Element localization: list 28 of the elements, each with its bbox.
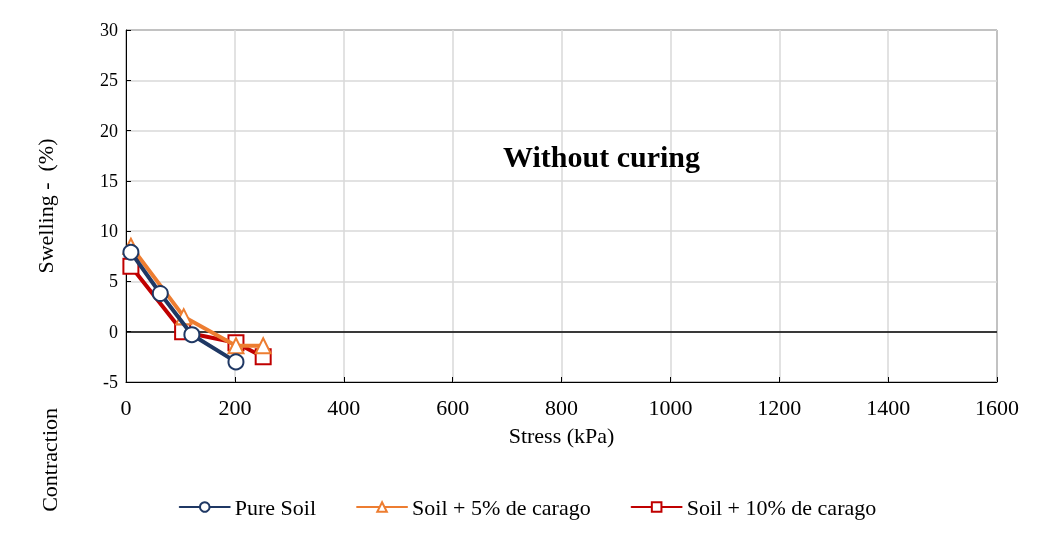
x-tick-label: 200 [218,394,252,420]
x-tick-label: 400 [327,394,361,420]
point [122,243,140,261]
text: Contraction [36,407,62,512]
point [227,353,245,371]
point [151,285,169,302]
x-tick-label: 1600 [975,394,1019,420]
x-tick-label: 600 [436,394,470,420]
y-tick-label: 5 [109,271,118,292]
x-tick-label: 800 [545,394,578,420]
y-tick-label: 25 [100,70,118,91]
y-tick-label: 15 [100,170,118,191]
x-axis-title: Stress (kPa) [508,422,615,448]
y-tick-label: 20 [100,120,118,141]
y-tick-label: 30 [100,20,118,40]
y-axis-title: Swelling - (%) [32,138,58,274]
x-tick-label: 1400 [866,394,911,420]
y-tick-label: 10 [100,221,118,242]
x-tick-label: 1000 [648,394,693,420]
legend-label: Pure Soil [234,494,317,520]
y-tick-label: 0 [109,321,118,342]
x-tick-label: 1200 [757,394,802,420]
legend-label: Soil + 5% de carago [412,494,591,520]
y-tick-label: -5 [103,372,118,392]
point [183,326,201,344]
text: Without curing [503,139,700,173]
point [254,337,272,355]
legend-label: Soil + 10% de carago [686,494,877,520]
